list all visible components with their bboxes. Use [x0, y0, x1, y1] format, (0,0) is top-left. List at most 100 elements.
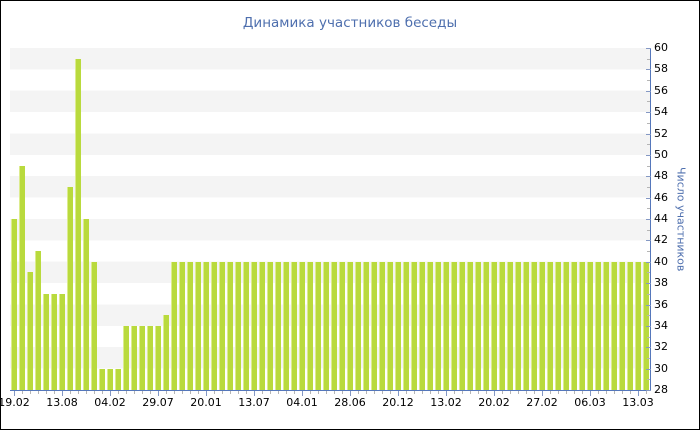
bar[interactable]	[35, 251, 41, 390]
bar[interactable]	[275, 262, 281, 390]
bar[interactable]	[187, 262, 193, 390]
bar[interactable]	[627, 262, 633, 390]
bar[interactable]	[371, 262, 377, 390]
bar[interactable]	[619, 262, 625, 390]
bar[interactable]	[523, 262, 529, 390]
bar[interactable]	[467, 262, 473, 390]
bar[interactable]	[219, 262, 225, 390]
bar[interactable]	[435, 262, 441, 390]
bar[interactable]	[131, 326, 137, 390]
x-minor-tick	[550, 391, 551, 394]
bar[interactable]	[555, 262, 561, 390]
x-tick-label: 28.06	[334, 396, 366, 409]
bar[interactable]	[507, 262, 513, 390]
bar[interactable]	[67, 187, 73, 390]
x-axis-line	[10, 390, 651, 391]
bar[interactable]	[83, 219, 89, 390]
bar[interactable]	[595, 262, 601, 390]
y-major-tick	[646, 347, 651, 348]
x-tick-label: 13.07	[238, 396, 270, 409]
bar[interactable]	[211, 262, 217, 390]
bar[interactable]	[139, 326, 145, 390]
bar[interactable]	[267, 262, 273, 390]
bar[interactable]	[339, 262, 345, 390]
bar[interactable]	[19, 166, 25, 390]
bar[interactable]	[203, 262, 209, 390]
bar[interactable]	[307, 262, 313, 390]
bar[interactable]	[179, 262, 185, 390]
bar[interactable]	[531, 262, 537, 390]
bar[interactable]	[259, 262, 265, 390]
bar[interactable]	[227, 262, 233, 390]
bar[interactable]	[291, 262, 297, 390]
x-tick-label: 20.02	[478, 396, 510, 409]
bar[interactable]	[427, 262, 433, 390]
bar[interactable]	[475, 262, 481, 390]
bar[interactable]	[603, 262, 609, 390]
bar[interactable]	[43, 294, 49, 390]
bar[interactable]	[107, 369, 113, 390]
x-tick-label: 20.01	[190, 396, 222, 409]
x-minor-tick	[222, 391, 223, 394]
x-major-tick	[254, 391, 255, 396]
x-minor-tick	[182, 391, 183, 394]
bar[interactable]	[459, 262, 465, 390]
bar[interactable]	[115, 369, 121, 390]
y-tick-label: 50	[654, 148, 668, 161]
bar[interactable]	[195, 262, 201, 390]
bar[interactable]	[579, 262, 585, 390]
x-major-tick	[350, 391, 351, 396]
bar[interactable]	[451, 262, 457, 390]
bar[interactable]	[251, 262, 257, 390]
bar[interactable]	[331, 262, 337, 390]
bar[interactable]	[283, 262, 289, 390]
bar[interactable]	[587, 262, 593, 390]
bar[interactable]	[515, 262, 521, 390]
bar[interactable]	[347, 262, 353, 390]
bar[interactable]	[491, 262, 497, 390]
bar[interactable]	[51, 294, 57, 390]
bar[interactable]	[323, 262, 329, 390]
bar[interactable]	[147, 326, 153, 390]
bar[interactable]	[571, 262, 577, 390]
bar[interactable]	[539, 262, 545, 390]
bar[interactable]	[243, 262, 249, 390]
bar[interactable]	[99, 369, 105, 390]
bar[interactable]	[171, 262, 177, 390]
bar[interactable]	[611, 262, 617, 390]
bar[interactable]	[379, 262, 385, 390]
y-tick-label: 30	[654, 362, 668, 375]
bar[interactable]	[11, 219, 17, 390]
bar[interactable]	[155, 326, 161, 390]
bar[interactable]	[499, 262, 505, 390]
bar[interactable]	[483, 262, 489, 390]
bar[interactable]	[547, 262, 553, 390]
bar[interactable]	[387, 262, 393, 390]
y-major-tick	[646, 134, 651, 135]
bar[interactable]	[59, 294, 65, 390]
bar[interactable]	[91, 262, 97, 390]
x-major-tick	[542, 391, 543, 396]
bar[interactable]	[363, 262, 369, 390]
bar[interactable]	[235, 262, 241, 390]
bar[interactable]	[403, 262, 409, 390]
bar[interactable]	[27, 272, 33, 390]
bar[interactable]	[75, 59, 81, 390]
y-tick-label: 46	[654, 191, 668, 204]
y-tick-label: 40	[654, 255, 668, 268]
bar[interactable]	[635, 262, 641, 390]
x-minor-tick	[430, 391, 431, 394]
bar[interactable]	[395, 262, 401, 390]
bar[interactable]	[419, 262, 425, 390]
bar[interactable]	[411, 262, 417, 390]
bar[interactable]	[563, 262, 569, 390]
x-minor-tick	[438, 391, 439, 394]
x-major-tick	[62, 391, 63, 396]
bar[interactable]	[355, 262, 361, 390]
x-minor-tick	[46, 391, 47, 394]
bar[interactable]	[123, 326, 129, 390]
bar[interactable]	[315, 262, 321, 390]
bar[interactable]	[299, 262, 305, 390]
bar[interactable]	[163, 315, 169, 390]
bar[interactable]	[443, 262, 449, 390]
